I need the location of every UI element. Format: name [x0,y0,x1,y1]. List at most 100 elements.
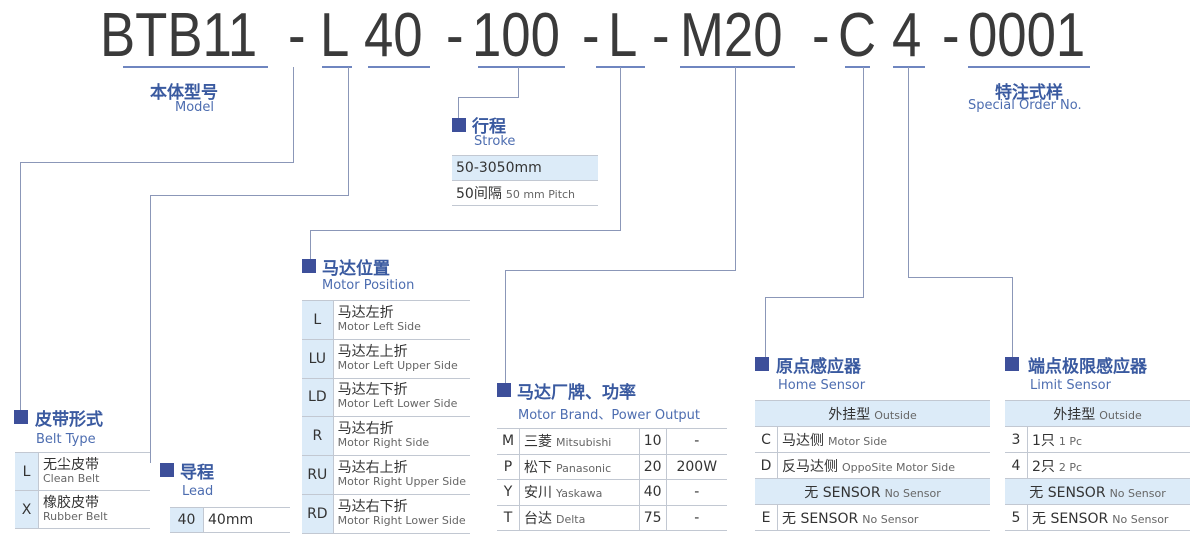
belt-code: X [15,490,39,529]
limit-desc-en: 1 Pc [1058,434,1083,448]
motor-brand: 松下 Panasonic [519,453,640,480]
position-desc: 马达右下折 Motor Right Lower Side [333,493,470,534]
limit-row: 4 2只 2 Pc [1005,452,1190,479]
special-subtitle: Special Order No. [968,98,1082,113]
code-stroke: 100 [472,1,560,70]
model-subtitle: Model [175,100,215,115]
belt-desc: 橡胶皮带 Rubber Belt [38,490,150,529]
home-group-zh: 外挂型 [828,406,871,423]
home-desc: 反马达侧 OppoSite Motor Side [777,452,990,479]
home-desc-en: Motor Side [828,434,888,448]
home-group-header: 无 SENSOR No Sensor [755,478,990,505]
limit-group-en: Outside [1099,408,1142,422]
underline [968,66,1090,68]
code-position: L [608,1,638,70]
position-row: RU 马达右上折 Motor Right Upper Side [302,455,470,495]
motor-brand: 三菱 Mitsubishi [519,428,640,455]
home-title: 原点感应器 [776,357,861,377]
position-desc-en: Motor Right Side [337,436,430,450]
limit-desc: 1只 1 Pc [1027,426,1190,453]
special-title: 特注式样 [995,83,1063,103]
motor-power: - [666,428,727,455]
position-desc: 马达左折 Motor Left Side [333,300,470,340]
belt-subtitle: Belt Type [36,432,96,447]
limit-title: 端点极限感应器 [1028,357,1147,377]
home-desc-en: OppoSite Motor Side [842,460,956,474]
motor-brand-zh: 安川 [524,485,552,502]
home-code: C [755,426,778,453]
motor-brand: 台达 Delta [519,504,640,531]
section-marker-icon [160,463,174,477]
position-desc-en: Motor Left Upper Side [337,358,458,372]
limit-group-zh: 外挂型 [1053,406,1096,423]
code-dash: - [582,1,600,70]
lead-table: 40 40mm [170,507,290,533]
underline [322,66,352,68]
motor-table: M 三菱 Mitsubishi 10- P 松下 Panasonic 20 200W Y 安川 Yas… [497,428,727,531]
motor-title: 马达厂牌、功率 [517,383,636,403]
lead-title: 导程 [180,463,214,483]
home-code: E [755,504,778,531]
limit-group-zh: 无 SENSOR [1029,484,1106,501]
section-marker-icon [497,383,511,397]
position-row: L 马达左折 Motor Left Side [302,300,470,340]
limit-code: 4 [1005,452,1028,479]
stroke-subtitle: Stroke [474,134,516,149]
underline [680,66,795,68]
motor-row: T 台达 Delta 75- [497,504,727,531]
home-desc: 马达侧 Motor Side [777,426,990,453]
underline [123,66,268,68]
section-marker-icon [302,259,316,273]
lead-subtitle: Lead [182,484,214,499]
position-desc-zh: 马达右上折 [337,460,408,477]
code-dash: - [446,1,464,70]
code-model: BTB11 [100,1,258,70]
position-title: 马达位置 [322,259,390,279]
position-desc-zh: 马达左下折 [337,382,408,399]
motor-brand: 安川 Yaskawa [519,479,640,506]
underline [845,66,870,68]
position-row: LU 马达左上折 Motor Left Upper Side [302,338,470,379]
home-group: 外挂型 Outside [755,400,990,427]
model-title: 本体型号 [150,83,218,103]
limit-code: 5 [1005,504,1028,531]
section-marker-icon [1005,357,1019,371]
motor-brand-en: Delta [556,512,586,526]
motor-subtitle: Motor Brand、Power Output [518,408,701,423]
motor-power-code: 10 [639,428,667,455]
motor-code: M [497,428,520,455]
motor-power-code: 40 [639,479,667,506]
position-row: LD 马达左下折 Motor Left Lower Side [302,377,470,418]
limit-group-en: No Sensor [1109,486,1166,500]
motor-row: Y 安川 Yaskawa 40- [497,479,727,506]
motor-brand-en: Panasonic [556,461,612,475]
underline [368,66,430,68]
position-code: LD [302,377,334,418]
stroke-range: 50-3050mm [452,155,598,181]
limit-table: 外挂型 Outside 3 1只 1 Pc 4 2只 2 Pc 无 SENSOR No Senso… [1005,400,1190,531]
limit-group: 无 SENSOR No Sensor [1005,478,1190,505]
motor-power: - [666,504,727,531]
position-code: R [302,416,334,457]
code-motor: M20 [680,1,783,70]
motor-power: - [666,479,727,506]
belt-table: L 无尘皮带 Clean Belt X 橡胶皮带 Rubber Belt [15,452,150,529]
belt-desc-en: Rubber Belt [43,509,108,523]
stroke-pitch-en: 50 mm Pitch [505,188,576,201]
home-subtitle: Home Sensor [778,378,866,393]
position-row: RD 马达右下折 Motor Right Lower Side [302,493,470,534]
motor-brand-en: Yaskawa [556,487,603,501]
motor-code: P [497,453,520,480]
underline [596,66,645,68]
position-code: RD [302,493,334,534]
motor-brand-zh: 三菱 [524,434,552,451]
position-code: RU [302,455,334,495]
limit-subtitle: Limit Sensor [1030,378,1111,393]
belt-row: L 无尘皮带 Clean Belt [15,452,150,491]
code-special: 0001 [968,1,1086,70]
motor-brand-zh: 台达 [524,510,552,527]
position-table: L 马达左折 Motor Left Side LU 马达左上折 Motor Left Up… [302,300,470,534]
code-dash: - [288,1,306,70]
underline [893,66,925,68]
